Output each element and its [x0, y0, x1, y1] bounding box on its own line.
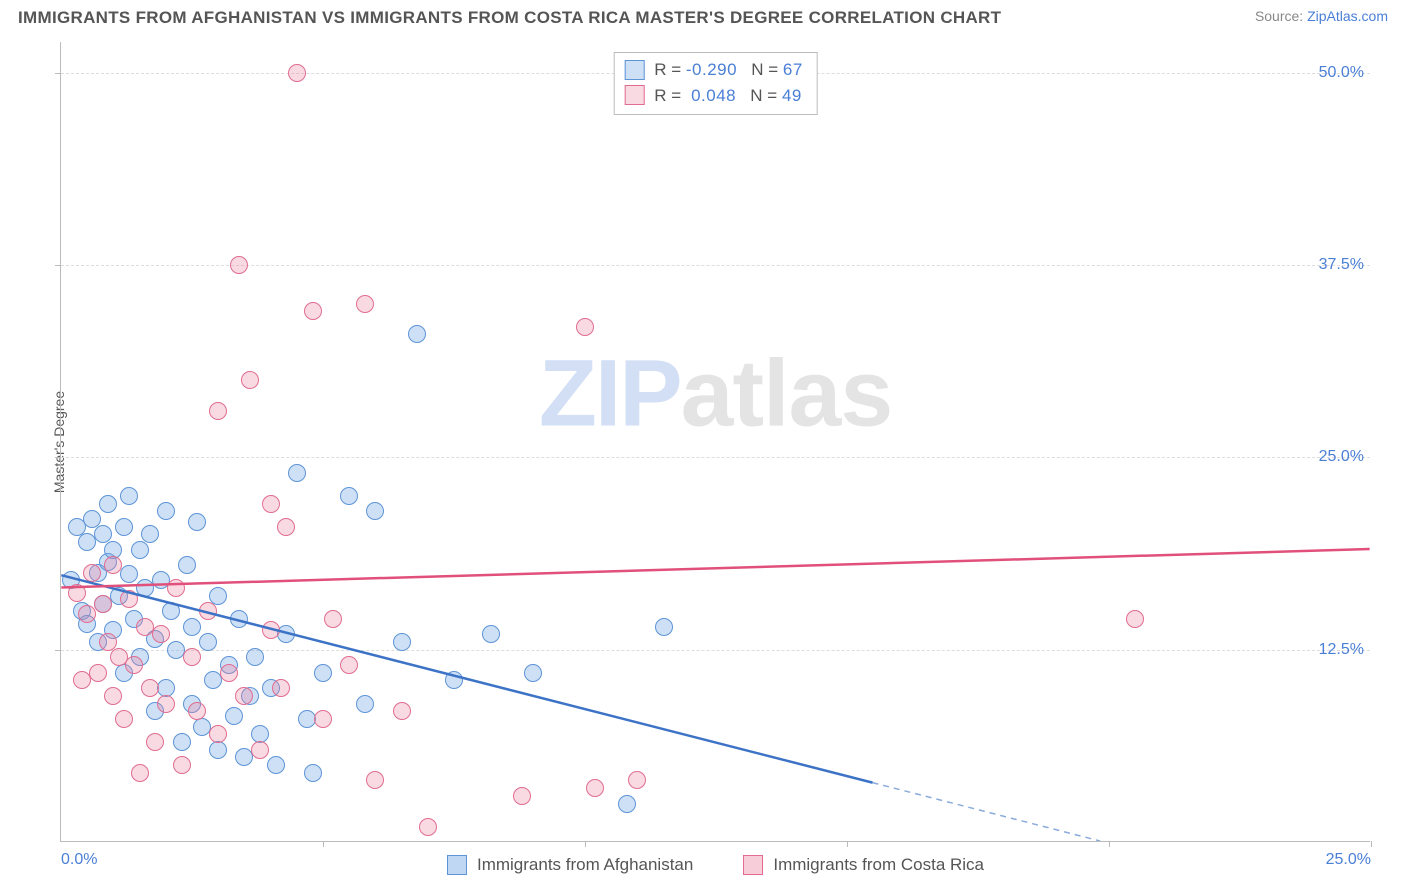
scatter-point: [99, 495, 117, 513]
x-tick-label: 25.0%: [1326, 851, 1371, 869]
scatter-point: [188, 513, 206, 531]
scatter-point: [225, 707, 243, 725]
scatter-point: [131, 541, 149, 559]
scatter-point: [162, 602, 180, 620]
scatter-point: [152, 625, 170, 643]
y-tick-label: 25.0%: [1319, 448, 1364, 466]
scatter-point: [120, 487, 138, 505]
scatter-point: [199, 602, 217, 620]
scatter-point: [120, 565, 138, 583]
scatter-point: [141, 679, 159, 697]
scatter-point: [262, 495, 280, 513]
legend-item: Immigrants from Costa Rica: [743, 855, 984, 875]
scatter-point: [393, 633, 411, 651]
scatter-point: [173, 756, 191, 774]
legend-item: Immigrants from Afghanistan: [447, 855, 693, 875]
y-tick-label: 12.5%: [1319, 641, 1364, 659]
scatter-point: [157, 695, 175, 713]
scatter-point: [120, 590, 138, 608]
scatter-point: [513, 787, 531, 805]
scatter-point: [262, 621, 280, 639]
scatter-point: [230, 610, 248, 628]
scatter-point: [230, 256, 248, 274]
scatter-point: [586, 779, 604, 797]
scatter-point: [89, 664, 107, 682]
chart-title: IMMIGRANTS FROM AFGHANISTAN VS IMMIGRANT…: [18, 8, 1001, 28]
trend-lines: [61, 42, 1370, 841]
scatter-point: [94, 595, 112, 613]
scatter-point: [178, 556, 196, 574]
correlation-legend: R = -0.290 N = 67R = 0.048 N = 49: [613, 52, 818, 115]
scatter-point: [183, 618, 201, 636]
y-tick-label: 50.0%: [1319, 64, 1364, 82]
scatter-point: [209, 725, 227, 743]
scatter-point: [209, 402, 227, 420]
scatter-point: [314, 710, 332, 728]
scatter-point: [288, 464, 306, 482]
y-tick-label: 37.5%: [1319, 256, 1364, 274]
scatter-point: [277, 518, 295, 536]
scatter-point: [115, 710, 133, 728]
scatter-point: [246, 648, 264, 666]
source-attribution: Source: ZipAtlas.com: [1255, 8, 1388, 24]
watermark: ZIPatlas: [539, 339, 892, 448]
scatter-point: [340, 656, 358, 674]
scatter-point: [209, 741, 227, 759]
scatter-point: [173, 733, 191, 751]
scatter-point: [272, 679, 290, 697]
scatter-point: [482, 625, 500, 643]
scatter-point: [366, 771, 384, 789]
scatter-point: [524, 664, 542, 682]
scatter-point: [356, 295, 374, 313]
scatter-point: [393, 702, 411, 720]
scatter-point: [157, 502, 175, 520]
x-tick-label: 0.0%: [61, 851, 97, 869]
series-legend: Immigrants from Afghanistan Immigrants fr…: [61, 855, 1370, 875]
scatter-point: [304, 302, 322, 320]
scatter-point: [141, 525, 159, 543]
scatter-point: [220, 664, 238, 682]
scatter-point: [314, 664, 332, 682]
scatter-point: [288, 64, 306, 82]
source-link[interactable]: ZipAtlas.com: [1307, 8, 1388, 24]
gridline-h: [61, 265, 1370, 266]
plot-area: ZIPatlas R = -0.290 N = 67R = 0.048 N = …: [60, 42, 1370, 842]
scatter-point: [267, 756, 285, 774]
scatter-point: [104, 556, 122, 574]
scatter-point: [576, 318, 594, 336]
scatter-point: [235, 687, 253, 705]
scatter-point: [78, 605, 96, 623]
scatter-point: [199, 633, 217, 651]
legend-row: R = -0.290 N = 67: [624, 57, 803, 83]
scatter-point: [340, 487, 358, 505]
scatter-point: [655, 618, 673, 636]
scatter-point: [628, 771, 646, 789]
scatter-point: [167, 579, 185, 597]
scatter-point: [241, 371, 259, 389]
scatter-point: [183, 648, 201, 666]
scatter-point: [83, 564, 101, 582]
scatter-point: [188, 702, 206, 720]
scatter-point: [251, 741, 269, 759]
scatter-point: [104, 687, 122, 705]
scatter-point: [445, 671, 463, 689]
scatter-point: [304, 764, 322, 782]
legend-row: R = 0.048 N = 49: [624, 83, 803, 109]
gridline-h: [61, 457, 1370, 458]
scatter-point: [146, 733, 164, 751]
scatter-point: [408, 325, 426, 343]
scatter-point: [209, 587, 227, 605]
scatter-point: [419, 818, 437, 836]
scatter-point: [1126, 610, 1144, 628]
scatter-point: [366, 502, 384, 520]
scatter-point: [277, 625, 295, 643]
chart-container: Master's Degree ZIPatlas R = -0.290 N = …: [18, 42, 1388, 842]
scatter-point: [324, 610, 342, 628]
scatter-point: [125, 656, 143, 674]
scatter-point: [115, 518, 133, 536]
scatter-point: [68, 584, 86, 602]
scatter-point: [356, 695, 374, 713]
scatter-point: [618, 795, 636, 813]
scatter-point: [131, 764, 149, 782]
